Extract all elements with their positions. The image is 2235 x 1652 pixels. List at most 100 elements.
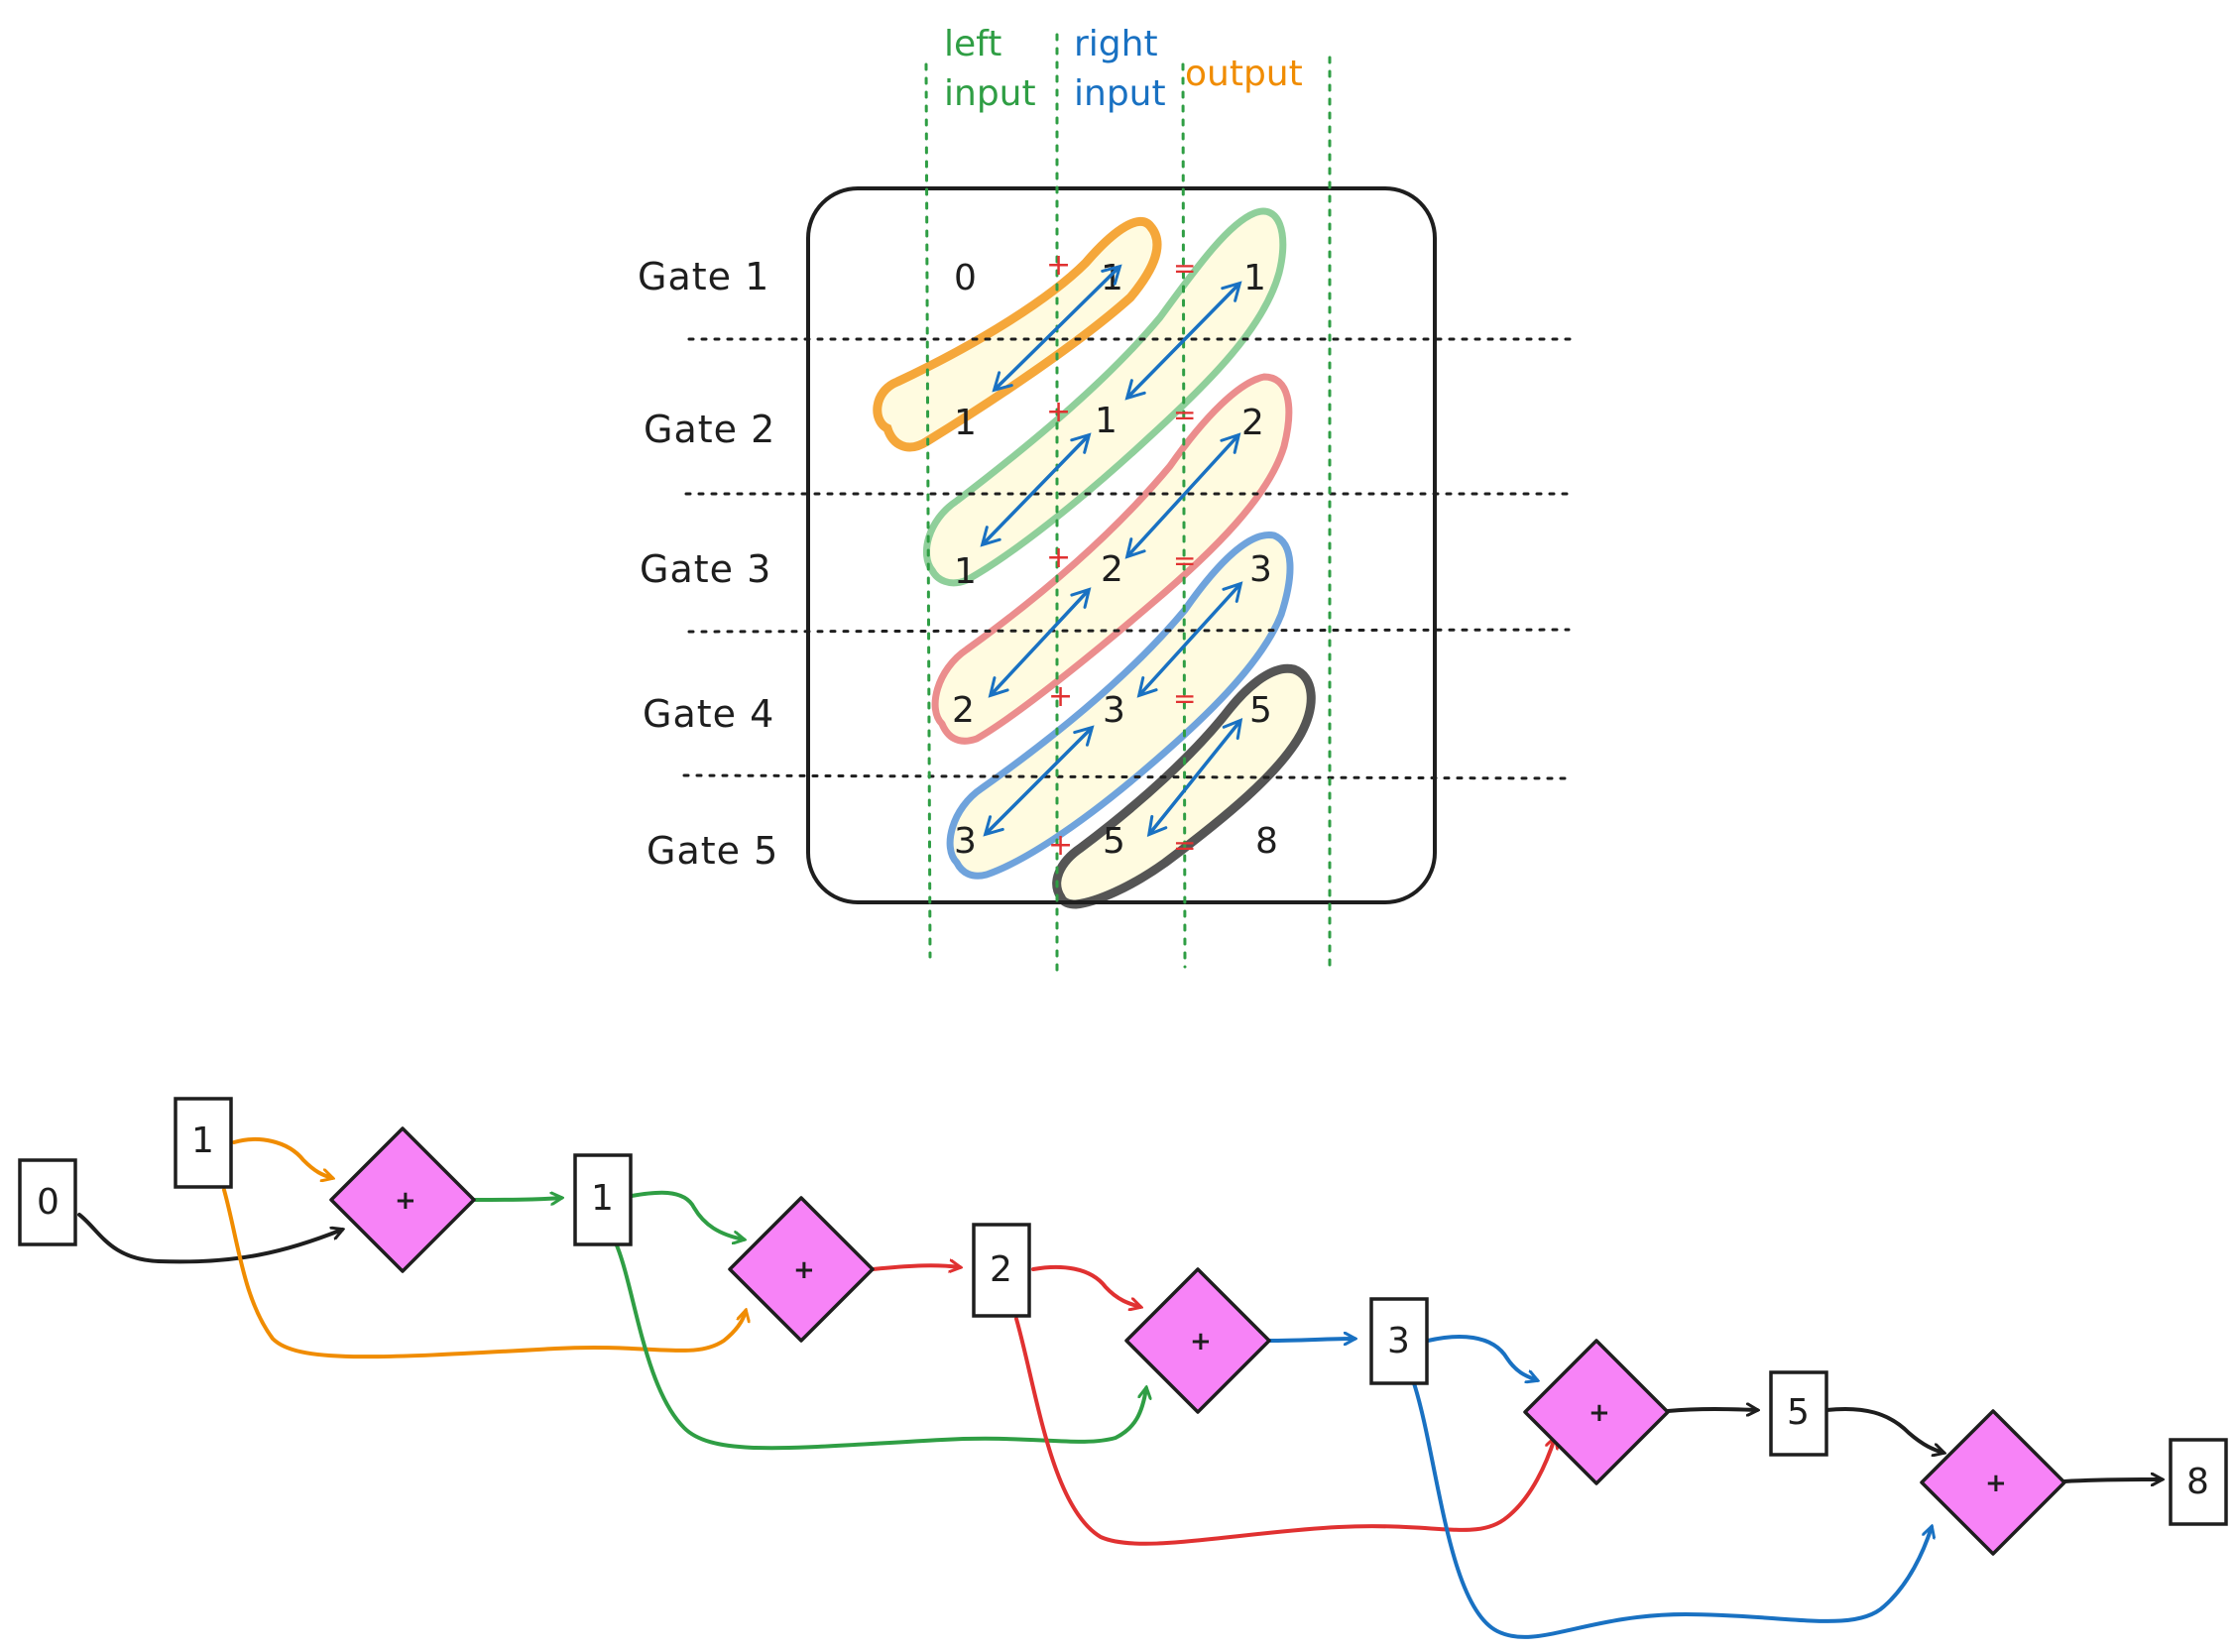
cell-left: 2 (952, 690, 975, 731)
wire-black (2062, 1479, 2162, 1481)
header-left-line1: left (944, 24, 1001, 64)
plus-sign: + (1048, 828, 1073, 863)
cell-right: 2 (1101, 549, 1123, 590)
value-node: 5 (1769, 1370, 1828, 1457)
column-line (924, 62, 932, 959)
copy-highlight-blobs (873, 207, 1316, 909)
wire-red (871, 1265, 960, 1269)
gate-operator: + (1985, 1469, 2007, 1498)
value-node: 8 (2169, 1438, 2228, 1526)
gate-label: Gate 3 (640, 547, 771, 591)
copy-arrow (1124, 432, 1241, 559)
cell-values: 0 1 1 1 1 2 1 2 3 2 3 5 3 5 8 (952, 258, 1278, 862)
gate-diamond (1523, 1339, 1670, 1485)
copy-arrow (1124, 281, 1242, 401)
wire-green (472, 1198, 561, 1200)
cell-left: 0 (954, 258, 977, 298)
copy-arrow (1136, 581, 1243, 698)
row-separator (687, 628, 1571, 634)
value-text: 2 (990, 1249, 1012, 1290)
value-node: 0 (18, 1158, 77, 1246)
gate-label: Gate 5 (647, 829, 778, 873)
value-text: 1 (591, 1178, 614, 1219)
circuit-wires (77, 1137, 2162, 1639)
value-text: 1 (191, 1121, 214, 1161)
gate-labels: Gate 1 Gate 2 Gate 3 Gate 4 Gate 5 (638, 255, 778, 873)
wire-orange (232, 1137, 332, 1178)
cell-output: 3 (1249, 549, 1272, 590)
cell-right: 1 (1101, 258, 1123, 298)
cell-right: 3 (1103, 690, 1125, 731)
value-text: 5 (1787, 1392, 1810, 1433)
value-text: 8 (2186, 1462, 2209, 1502)
wire-black (1824, 1406, 1943, 1453)
cell-output: 8 (1255, 821, 1278, 862)
gate-operator: + (793, 1255, 815, 1285)
wire-blue (1267, 1339, 1354, 1341)
cell-output: 2 (1241, 403, 1264, 443)
copy-arrow (988, 587, 1092, 698)
addition-gate: + (1124, 1267, 1271, 1414)
gate-operator: + (395, 1186, 416, 1216)
value-text: 0 (37, 1182, 59, 1223)
cell-right: 1 (1095, 401, 1118, 441)
addition-gate: + (329, 1126, 476, 1273)
copy-arrow (983, 725, 1095, 837)
wire-red (1014, 1317, 1555, 1546)
wire-orange (222, 1188, 746, 1359)
value-node: 1 (174, 1097, 233, 1189)
wire-red (1031, 1264, 1140, 1307)
addition-gate: + (1920, 1409, 2066, 1556)
addition-gate: + (1523, 1339, 1670, 1485)
gate-table: left input right input output Gate 1 Gat… (638, 24, 1574, 974)
gate-diamond (1920, 1409, 2066, 1556)
copy-arrow (992, 264, 1122, 393)
header-right-line2: input (1074, 73, 1166, 114)
wire-blue (1412, 1381, 1932, 1639)
plus-sign: + (1046, 248, 1071, 283)
gate-label: Gate 2 (644, 408, 775, 451)
cell-output: 1 (1243, 258, 1266, 298)
value-box (573, 1153, 633, 1246)
value-box (1369, 1297, 1429, 1385)
equals-sign: = (1173, 544, 1196, 577)
equals-sign: = (1173, 399, 1196, 431)
value-box (1769, 1370, 1828, 1457)
wire-black (77, 1213, 342, 1264)
plus-sign: + (1046, 540, 1071, 575)
gate-operator: + (1588, 1398, 1610, 1428)
value-node: 3 (1369, 1297, 1429, 1385)
equals-sign: = (1173, 829, 1196, 862)
wire-black (1666, 1409, 1757, 1411)
cell-right: 5 (1103, 821, 1125, 862)
value-box (18, 1158, 77, 1246)
value-nodes: 0 1 1 2 3 5 8 (18, 1097, 2228, 1526)
gate-diamond (1124, 1267, 1271, 1414)
cell-left: 3 (954, 821, 977, 862)
cell-left: 1 (954, 551, 977, 592)
header-left-line2: input (944, 73, 1036, 114)
header-right-line1: right (1074, 24, 1158, 64)
wire-blue (1426, 1335, 1537, 1380)
equals-sign: = (1173, 252, 1196, 285)
gate-label: Gate 4 (643, 692, 774, 736)
value-text: 3 (1387, 1321, 1410, 1361)
cell-output: 5 (1249, 690, 1272, 731)
cell-left: 1 (954, 403, 977, 443)
row-separator (682, 773, 1567, 780)
addition-gates: + + + + + (329, 1126, 2066, 1556)
gate-label: Gate 1 (638, 255, 769, 298)
value-node: 1 (573, 1153, 633, 1246)
addition-gate: + (728, 1196, 875, 1343)
gate-operator: + (1190, 1327, 1212, 1357)
column-headers: left input right input output (944, 24, 1303, 114)
table-frame (806, 186, 1437, 904)
plus-sign: + (1046, 395, 1071, 429)
wire-green (630, 1190, 744, 1239)
value-box (972, 1223, 1031, 1318)
copy-arrows (980, 264, 1243, 837)
addition-circuit: 0 1 1 2 3 5 8 (18, 1097, 2228, 1639)
gate-diamond (728, 1196, 875, 1343)
gate-diamond (329, 1126, 476, 1273)
